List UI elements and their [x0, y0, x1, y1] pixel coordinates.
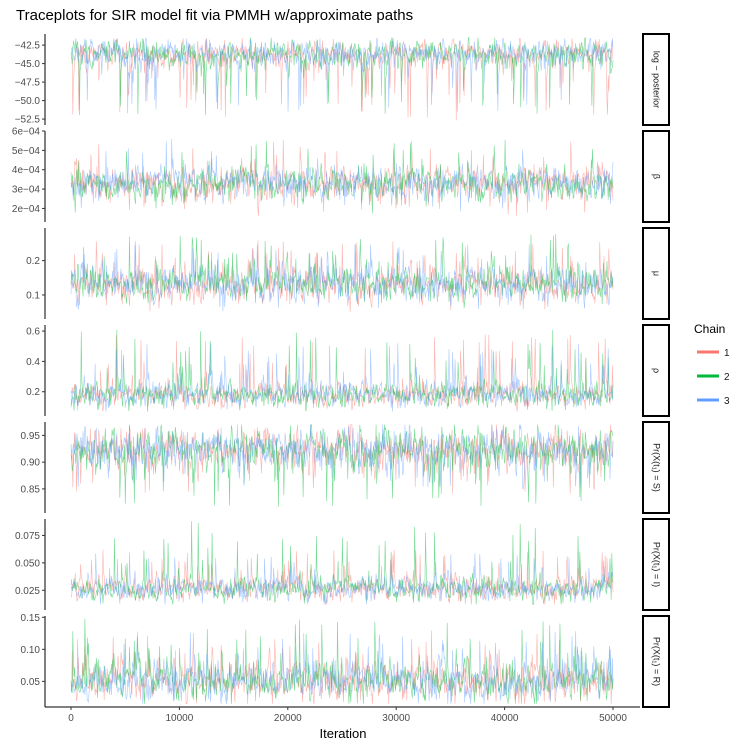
- legend-label-2: 2: [724, 372, 730, 383]
- y-tick-label: 3e−04: [12, 185, 41, 196]
- trace-chain-2: [70, 234, 614, 309]
- trace-chain-2: [70, 424, 614, 507]
- y-tick-label: 0.90: [21, 458, 41, 469]
- trace-group: [70, 37, 614, 121]
- x-tick-label: 20000: [274, 713, 302, 724]
- strip-label: Pr(X(t₁) = I): [652, 542, 662, 587]
- panel-7: 0.05 0.10 0.15 Pr(X(t₁) = R): [21, 613, 670, 708]
- strip-label: Pr(X(t₁) = R): [652, 637, 662, 686]
- legend: 1 2 3: [697, 348, 730, 407]
- y-tick-label: 0.05: [21, 677, 41, 688]
- plot-area: −42.5 −45.0 −47.5 −50.0 −52.5 log − posterior…: [12, 33, 670, 724]
- y-tick-label: 6e−04: [12, 127, 41, 138]
- x-tick-label: 50000: [599, 713, 627, 724]
- trace-group: [70, 139, 614, 216]
- strip-label: ρ: [652, 368, 662, 373]
- strip-box: [642, 518, 670, 611]
- panel-4: 0.2 0.4 0.6 ρ: [26, 324, 670, 417]
- legend-label-1: 1: [724, 348, 730, 359]
- y-tick-label: 0.10: [21, 645, 41, 656]
- y-tick-label: 0.050: [15, 558, 40, 569]
- panel-5: 0.85 0.90 0.95 Pr(X(t₁) = S): [21, 421, 670, 514]
- strip-box: [642, 421, 670, 514]
- legend-title: Chain: [694, 322, 725, 336]
- y-tick-label: 0.2: [26, 387, 40, 398]
- y-tick-label: −42.5: [15, 41, 41, 52]
- y-tick-label: 0.95: [21, 431, 41, 442]
- y-tick-label: 0.6: [26, 327, 40, 338]
- strip-box: [642, 227, 670, 320]
- strip-box: [642, 324, 670, 417]
- y-tick-label: −47.5: [15, 78, 41, 89]
- panel-2: 2e−04 3e−04 4e−04 5e−04 6e−04 β: [12, 127, 670, 223]
- y-tick-label: 0.1: [26, 290, 40, 301]
- trace-group: [70, 521, 614, 605]
- panel-3: 0.1 0.2 μ: [26, 227, 670, 320]
- trace-chain-3: [70, 631, 614, 704]
- trace-chain-3: [70, 424, 614, 490]
- trace-chain-3: [70, 37, 614, 114]
- y-tick-label: 0.85: [21, 484, 41, 495]
- x-tick-label: 0: [68, 713, 74, 724]
- y-tick-label: 0.4: [26, 357, 40, 368]
- trace-chain-2: [70, 521, 614, 605]
- strip-box: [642, 33, 670, 126]
- trace-chain-1: [70, 630, 614, 705]
- y-tick-label: 0.025: [15, 586, 40, 597]
- trace-chain-3: [70, 244, 614, 312]
- y-tick-label: 0.2: [26, 256, 40, 267]
- trace-chain-3: [70, 139, 614, 212]
- trace-chain-2: [70, 139, 614, 214]
- trace-group: [70, 329, 614, 412]
- trace-chain-2: [70, 37, 614, 116]
- chart-title: Traceplots for SIR model fit via PMMH w/…: [16, 7, 413, 24]
- trace-group: [70, 424, 614, 507]
- x-tick-label: 10000: [165, 713, 193, 724]
- y-tick-label: −45.0: [15, 59, 41, 70]
- trace-group: [70, 234, 614, 313]
- strip-box: [642, 130, 670, 223]
- trace-chain-1: [70, 424, 614, 494]
- strip-label: μ: [652, 271, 662, 276]
- y-tick-label: −52.5: [15, 115, 41, 126]
- y-tick-label: 4e−04: [12, 165, 41, 176]
- y-tick-label: 2e−04: [12, 204, 41, 215]
- trace-chain-1: [70, 334, 614, 412]
- x-axis: 0 10000 20000 30000 40000 50000: [45, 706, 640, 724]
- x-tick-label: 40000: [491, 713, 519, 724]
- trace-chain-3: [70, 552, 614, 605]
- strip-label: log − posterior: [652, 51, 662, 108]
- panel-6: 0.025 0.050 0.075 Pr(X(t₁) = I): [15, 518, 670, 611]
- y-tick-label: 5e−04: [12, 146, 41, 157]
- y-tick-label: 0.15: [21, 613, 41, 624]
- trace-group: [70, 618, 614, 705]
- panel-1: −42.5 −45.0 −47.5 −50.0 −52.5 log − posterior: [15, 33, 670, 126]
- strip-box: [642, 615, 670, 708]
- x-tick-label: 30000: [382, 713, 410, 724]
- y-tick-label: −50.0: [15, 96, 41, 107]
- x-axis-title: Iteration: [320, 726, 367, 741]
- strip-label: β: [652, 174, 662, 179]
- strip-label: Pr(X(t₁) = S): [652, 443, 662, 492]
- trace-chain-2: [70, 618, 614, 704]
- trace-chain-3: [70, 343, 614, 412]
- legend-label-3: 3: [724, 396, 730, 407]
- y-tick-label: 0.075: [15, 531, 40, 542]
